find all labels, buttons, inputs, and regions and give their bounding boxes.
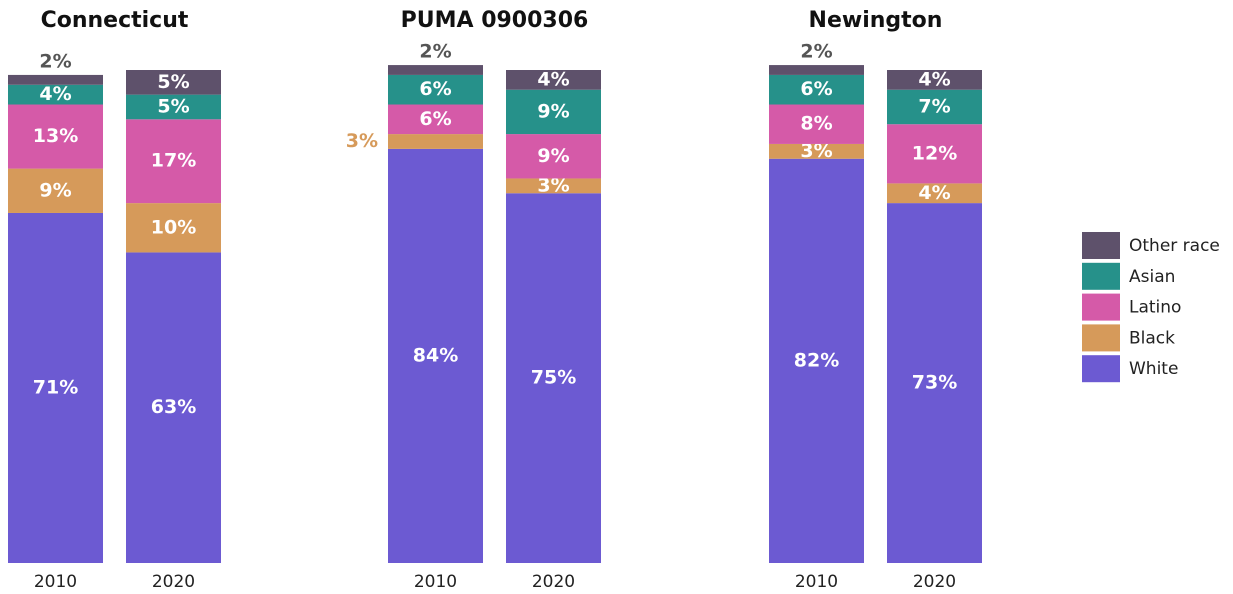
bar-segment	[506, 134, 601, 179]
legend-swatch	[1082, 232, 1120, 259]
bar-segment	[8, 74, 103, 85]
value-label: 9%	[537, 145, 569, 167]
legend-label: White	[1129, 359, 1178, 379]
bar-segment	[506, 89, 601, 135]
value-label: 3%	[537, 174, 569, 196]
legend-swatch	[1082, 355, 1120, 383]
bar-segment	[769, 65, 864, 75]
value-label: 4%	[537, 68, 569, 90]
legend-swatch	[1082, 262, 1120, 290]
value-label: 4%	[918, 182, 950, 204]
bar-segment	[126, 203, 221, 253]
bar-segment	[887, 183, 982, 204]
value-label: 6%	[800, 78, 832, 100]
value-label: 2%	[39, 50, 71, 72]
value-label: 5%	[157, 71, 189, 93]
value-label: 73%	[912, 372, 957, 394]
x-tick-label: 2010	[34, 572, 77, 592]
value-label: 4%	[918, 68, 950, 90]
bar-segment	[506, 193, 601, 563]
value-label: 6%	[419, 78, 451, 100]
x-tick-label: 2020	[913, 572, 956, 592]
bar-segment	[388, 65, 483, 75]
x-tick-label: 2010	[795, 572, 838, 592]
value-label: 3%	[346, 130, 378, 152]
bar-segment	[769, 143, 864, 159]
bar-segment	[388, 104, 483, 135]
x-tick-label: 2020	[152, 572, 195, 592]
bar-segment	[506, 178, 601, 194]
value-label: 8%	[800, 113, 832, 135]
bar-segment	[506, 70, 601, 90]
bar-segment	[887, 203, 982, 564]
value-label: 9%	[537, 100, 569, 122]
bar-segment	[769, 74, 864, 105]
value-label: 9%	[39, 179, 71, 201]
legend-swatch	[1082, 324, 1120, 352]
legend-swatch	[1082, 293, 1120, 321]
bar-segment	[388, 148, 483, 563]
value-label: 84%	[413, 344, 458, 366]
legend-label: Other race	[1129, 236, 1220, 256]
bar-segment	[8, 104, 103, 169]
value-label: 7%	[918, 95, 950, 117]
x-tick-label: 2010	[414, 572, 457, 592]
value-label: 2%	[419, 41, 451, 63]
value-label: 2%	[800, 41, 832, 63]
value-label: 6%	[419, 108, 451, 130]
panel-title: Newington	[809, 8, 943, 33]
value-label: 75%	[531, 367, 576, 389]
x-tick-label: 2020	[532, 572, 575, 592]
legend-label: Latino	[1129, 298, 1181, 318]
bar-segment	[388, 74, 483, 105]
value-label: 12%	[912, 142, 957, 164]
bar-segment	[126, 252, 221, 563]
bar-segment	[769, 104, 864, 144]
bar-segment	[769, 158, 864, 564]
bar-segment	[388, 134, 483, 149]
bar-segment	[8, 212, 103, 563]
bar-segment	[887, 89, 982, 125]
bar-segment	[887, 124, 982, 184]
bar-segment	[126, 70, 221, 95]
value-label: 82%	[794, 349, 839, 371]
legend-label: Asian	[1129, 267, 1175, 287]
value-label: 13%	[33, 125, 78, 147]
value-label: 71%	[33, 376, 78, 398]
value-label: 10%	[151, 216, 196, 238]
bar-segment	[8, 168, 103, 213]
value-label: 3%	[800, 140, 832, 162]
bar-segment	[8, 84, 103, 105]
bar-segment	[126, 94, 221, 120]
value-label: 5%	[157, 95, 189, 117]
value-label: 4%	[39, 83, 71, 105]
panel-title: Connecticut	[41, 8, 189, 33]
value-label: 17%	[151, 150, 196, 172]
legend-label: Black	[1129, 328, 1175, 348]
panel-title: PUMA 0900306	[401, 8, 589, 33]
bar-segment	[887, 70, 982, 90]
bar-segment	[126, 119, 221, 204]
value-label: 63%	[151, 396, 196, 418]
